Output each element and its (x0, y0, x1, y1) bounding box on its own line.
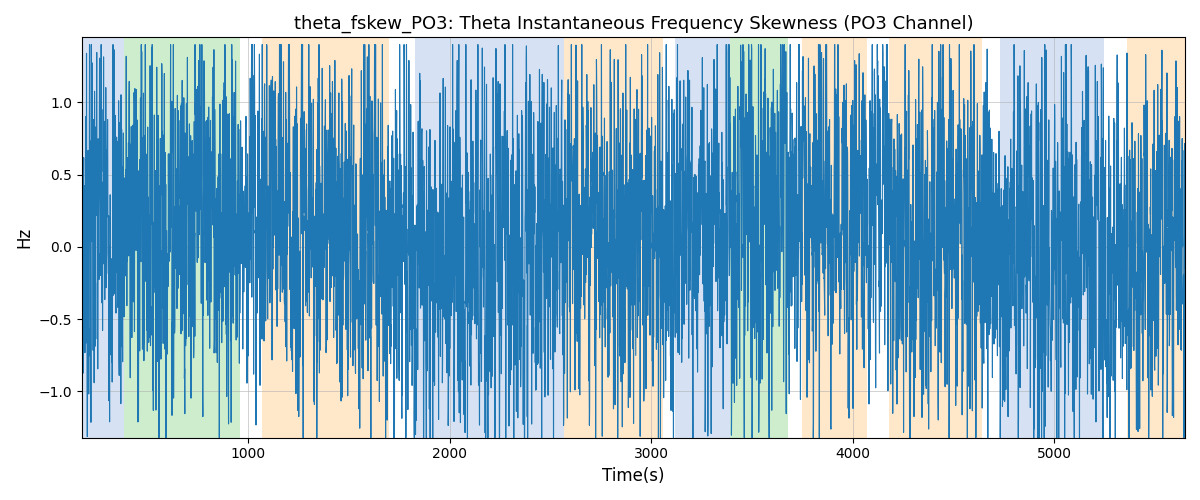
Bar (1000, 38, 1066, 438)
Bar (415, 38, 564, 438)
Bar (1127, 38, 1184, 438)
Bar (82, 38, 125, 438)
Bar (730, 38, 788, 438)
Bar (676, 38, 730, 438)
X-axis label: Time(s): Time(s) (602, 467, 665, 485)
Y-axis label: Hz: Hz (14, 227, 32, 248)
Bar (125, 38, 240, 438)
Bar (263, 38, 389, 438)
Bar (802, 38, 866, 438)
Title: theta_fskew_PO3: Theta Instantaneous Frequency Skewness (PO3 Channel): theta_fskew_PO3: Theta Instantaneous Fre… (294, 15, 973, 34)
Bar (1066, 38, 1104, 438)
Bar (564, 38, 664, 438)
Bar (889, 38, 982, 438)
